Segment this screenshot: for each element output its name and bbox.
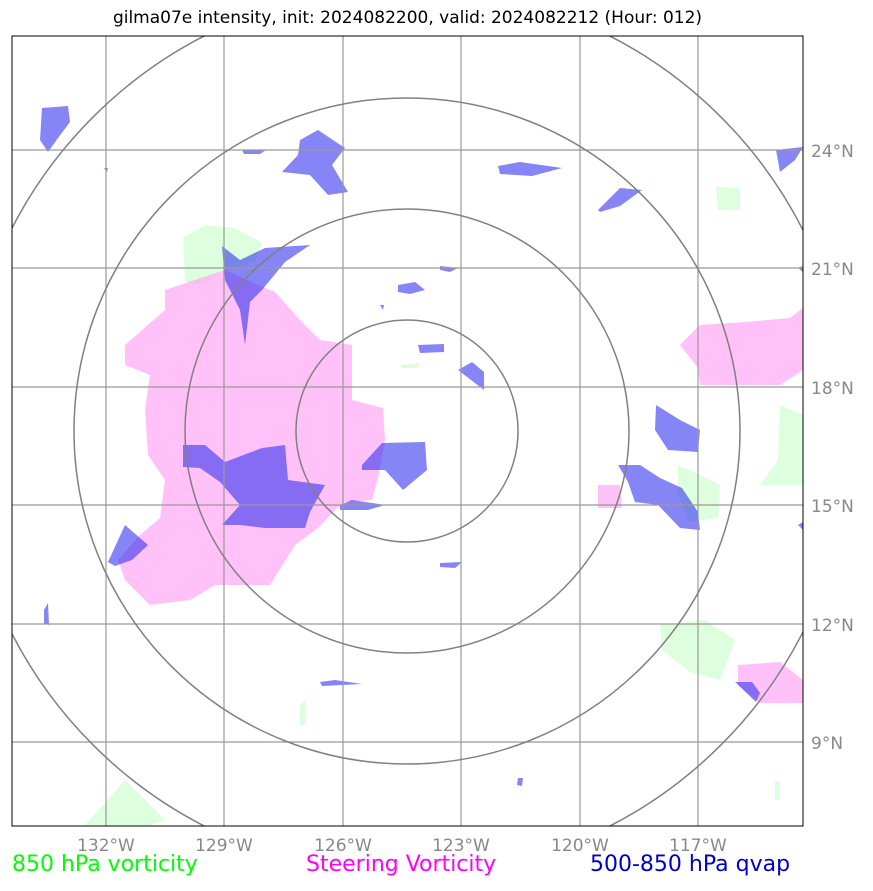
legend-qvap: 500-850 hPa qvap [590,852,791,877]
graticule [12,36,803,826]
lat-tick-label: 21°N [811,260,854,280]
lat-tick-label: 12°N [811,616,854,636]
lon-tick-label: 126°W [314,836,372,856]
lon-tick-label: 132°W [77,836,135,856]
range-rings [12,36,803,826]
longitude-axis: 132°W 129°W 126°W 123°W 120°W 117°W [77,836,727,856]
lon-tick-label: 123°W [432,836,490,856]
map-title: gilma07e intensity, init: 2024082200, va… [112,8,703,28]
lat-tick-label: 18°N [811,379,854,399]
lat-tick-label: 24°N [811,142,854,162]
lat-tick-label: 9°N [811,734,843,754]
lon-tick-label: 129°W [195,836,253,856]
latitude-axis: 24°N 21°N 18°N 15°N 12°N 9°N [811,142,854,754]
qvap-field [40,106,803,786]
plot-frame [11,35,804,827]
legend-steering-vorticity: Steering Vorticity [306,852,497,877]
lon-tick-label: 120°W [551,836,609,856]
lat-tick-label: 15°N [811,497,854,517]
vorticity-850-field [85,187,803,826]
legend-850-vorticity: 850 hPa vorticity [12,852,198,877]
lon-tick-label: 117°W [669,836,727,856]
